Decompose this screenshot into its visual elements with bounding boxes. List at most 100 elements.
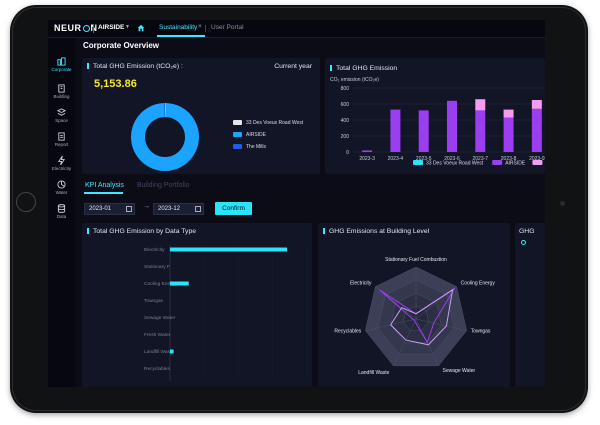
radar-axis-label: Towngas <box>471 329 491 335</box>
card-title: Total GHG Emission by Data Type <box>87 228 196 235</box>
radio-icon[interactable] <box>521 240 526 245</box>
bar <box>362 150 373 152</box>
category-label: Fresh Water <box>144 332 171 338</box>
sidebar-item-data[interactable]: Data <box>48 204 75 219</box>
category-label: Stationary F <box>144 264 170 270</box>
y-tick-label: 0 <box>346 150 349 156</box>
bar <box>170 247 287 252</box>
confirm-button[interactable]: Confirm <box>215 202 252 215</box>
period-label: Current year <box>274 63 312 70</box>
donut-slice <box>131 103 199 171</box>
legend-item: The Mills <box>233 144 303 150</box>
tab-kpi-analysis[interactable]: KPI Analysis <box>85 182 124 189</box>
category-label: Sewage Water <box>144 315 176 321</box>
sidebar: Corporate Building Space Report Electric… <box>48 38 75 387</box>
calendar-icon[interactable] <box>195 206 201 212</box>
sidebar-item-electricity[interactable]: Electricity <box>48 156 75 171</box>
home-icon[interactable] <box>137 24 145 32</box>
radar-axis-label: Recyclables <box>334 329 361 335</box>
data-type-card: Total GHG Emission by Data Type Electric… <box>82 223 312 387</box>
card-title: GHG Emissions at Building Level <box>323 228 429 235</box>
building-level-card: GHG Emissions at Building Level Stationa… <box>318 223 510 387</box>
legend-label: AIRSIDE <box>505 161 526 167</box>
bar <box>475 99 486 111</box>
x-tick-label: 2023-6 <box>444 156 460 162</box>
top-navigation-bar: NEUR N AIRSIDE ▼ Sustainability × User Po… <box>48 20 545 38</box>
radar-axis-label: Stationary Fuel Combustion <box>385 257 447 263</box>
bar <box>170 349 174 354</box>
tab-building-portfolio[interactable]: Building Portfolio <box>137 182 190 189</box>
legend-swatch <box>413 160 423 165</box>
sidebar-item-label: Corporate <box>51 67 72 72</box>
app-logo[interactable]: NEUR N <box>54 23 98 33</box>
bar <box>531 108 542 152</box>
radar-axis-label: Landfill Waste <box>358 370 389 376</box>
category-label: Landfill Waste <box>144 349 174 355</box>
app-screen: NEUR N AIRSIDE ▼ Sustainability × User Po… <box>48 20 545 387</box>
data-type-bar-chart: Electricity Stationary F Cooling Energy Tow… <box>144 245 308 381</box>
y-tick-label: 800 <box>341 86 350 92</box>
card-title: Total GHG Emission <box>330 65 397 72</box>
bar <box>503 109 514 118</box>
radar-series <box>379 287 456 344</box>
site-selector[interactable]: AIRSIDE <box>98 24 125 31</box>
sidebar-item-building[interactable]: Building <box>48 84 75 99</box>
card-title: GHG <box>519 228 535 235</box>
radar-axis-label: Sewage Water <box>443 368 476 374</box>
sidebar-item-report[interactable]: Report <box>48 132 75 147</box>
total-emission-value: 5,153.86 <box>94 78 137 90</box>
legend-swatch <box>233 120 242 125</box>
ghg-bar-chart-card: Total GHG Emission CO₂ emission (tCO₂e) 0… <box>325 58 545 174</box>
tab-sustainability[interactable]: Sustainability <box>159 24 198 31</box>
water-icon <box>57 180 66 189</box>
category-label: Towngas <box>144 298 164 304</box>
legend-swatch <box>233 144 242 149</box>
end-date-input[interactable]: 2023-12 <box>153 203 204 215</box>
radar-axis-label: Cooling Energy <box>461 281 496 287</box>
sidebar-item-corporate[interactable]: Corporate <box>48 57 75 72</box>
bar <box>503 117 514 152</box>
category-label: Electricity <box>144 247 165 253</box>
total-emission-card: Total GHG Emission (tCO₂e) : Current yea… <box>82 58 320 174</box>
card-title: Total GHG Emission (tCO₂e) : <box>87 63 183 70</box>
legend-label: 33 Des Voeux Road West <box>426 161 484 167</box>
legend-label: AIRSIDE <box>246 132 267 138</box>
radar-axis <box>393 318 417 366</box>
x-tick-label: 2023-3 <box>359 156 375 162</box>
home-hardware-button[interactable] <box>16 192 36 212</box>
x-tick-label: 2023-7 <box>472 156 488 162</box>
y-tick-label: 600 <box>341 102 350 108</box>
legend-swatch <box>532 160 543 165</box>
sidebar-item-water[interactable]: Water <box>48 180 75 195</box>
chevron-down-icon[interactable]: ▼ <box>125 24 130 30</box>
corporate-icon <box>57 57 66 66</box>
category-label: Recyclables <box>144 366 170 372</box>
y-tick-label: 200 <box>341 134 350 140</box>
bar <box>390 109 401 152</box>
start-date-value: 2023-01 <box>89 206 112 212</box>
calendar-icon[interactable] <box>126 206 132 212</box>
legend-swatch <box>233 132 242 137</box>
lightning-icon <box>57 156 66 165</box>
divider <box>205 25 206 32</box>
active-tab-indicator <box>157 35 205 37</box>
divider <box>93 24 94 33</box>
bar <box>475 110 486 152</box>
sidebar-item-label: Report <box>54 142 69 147</box>
legend-swatch <box>492 160 503 165</box>
sidebar-item-space[interactable]: Space <box>48 108 75 123</box>
emission-donut-chart <box>131 103 199 171</box>
radar-series <box>390 288 454 346</box>
bar <box>531 100 542 109</box>
close-icon[interactable]: × <box>198 23 202 30</box>
sidebar-item-label: Electricity <box>51 166 72 171</box>
donut-legend: 33 Des Voeux Road West AIRSIDE The Mills <box>233 120 303 156</box>
tab-user-portal[interactable]: User Portal <box>211 24 244 31</box>
building-icon <box>58 84 65 93</box>
x-tick-label: 2023-9 <box>529 156 545 162</box>
legend-item: 33 Des Voeux Road West <box>233 120 303 126</box>
sidebar-item-label: Water <box>55 190 68 195</box>
category-label: Cooling Energy <box>144 281 177 287</box>
start-date-input[interactable]: 2023-01 <box>84 203 135 215</box>
ghg-bar-chart: CO₂ emission (tCO₂e) 0 200 400 600 800 2023-3 2… <box>330 77 545 167</box>
